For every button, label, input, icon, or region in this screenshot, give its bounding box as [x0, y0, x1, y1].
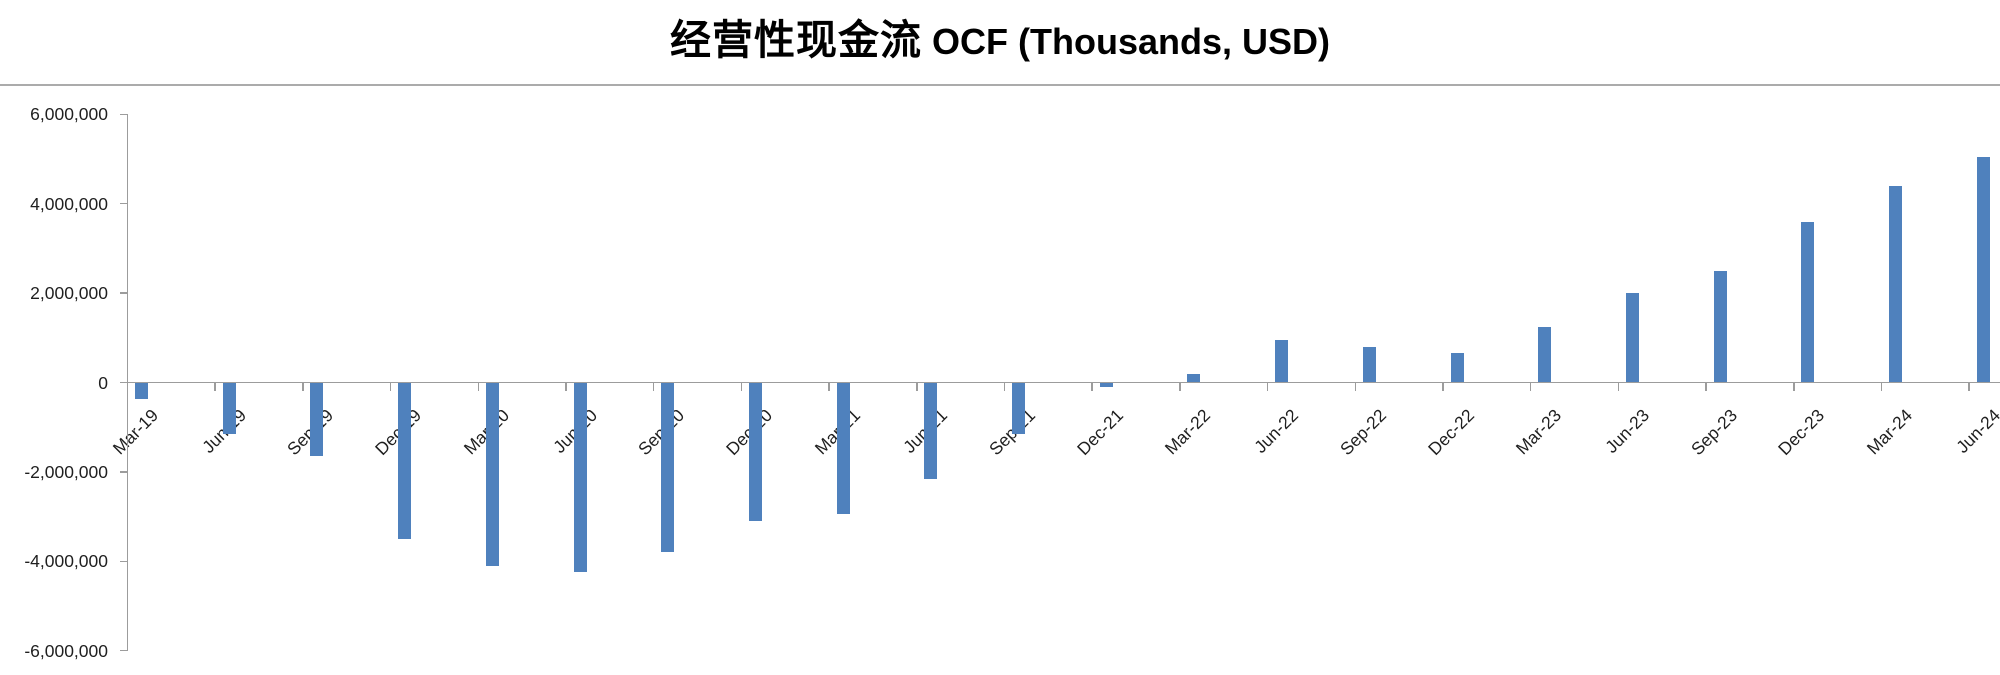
x-axis-label: Dec-21	[1072, 404, 1127, 459]
bar-jun-24	[1976, 156, 1990, 383]
x-axis-label: Sep-21	[947, 405, 1039, 497]
x-axis-tick	[1354, 382, 1357, 391]
y-axis-label: -2,000,000	[24, 461, 108, 482]
x-axis-tick	[1091, 382, 1093, 391]
x-axis-label: Dec-22	[1423, 404, 1478, 459]
x-axis-tick	[828, 382, 830, 391]
y-axis-tick	[119, 649, 128, 652]
y-axis-tick	[119, 471, 128, 473]
y-axis-tick	[119, 292, 128, 294]
bar-dec-21	[1099, 382, 1113, 387]
chart-title-zh: 经营性现金流	[670, 16, 922, 64]
y-axis-tick	[119, 113, 128, 116]
y-axis-label: 0	[98, 372, 108, 393]
x-axis-label: Jun-23	[1601, 404, 1654, 457]
bar-dec-19	[398, 382, 412, 539]
x-axis-tick	[1880, 382, 1883, 391]
x-axis-tick	[1529, 382, 1532, 391]
bar-mar-24	[1889, 185, 1902, 383]
x-axis-tick	[1442, 382, 1444, 391]
x-axis-label: Dec-20	[684, 405, 776, 497]
bar-dec-20	[748, 382, 762, 522]
x-axis-tick	[1968, 382, 1970, 391]
chart-title-latin: OCF (Thousands, USD)	[922, 21, 1330, 62]
y-axis-label: -4,000,000	[24, 551, 108, 572]
x-axis-tick	[1266, 382, 1269, 391]
x-axis-label: Mar-24	[1862, 404, 1917, 458]
bar-sep-19	[310, 382, 324, 457]
bar-sep-23	[1713, 270, 1727, 383]
x-axis-label: Mar-23	[1511, 404, 1566, 458]
chart-title: 经营性现金流 OCF (Thousands, USD)	[0, 6, 2000, 66]
x-axis-label: Jun-21	[860, 405, 951, 497]
y-axis-tick	[119, 381, 128, 384]
x-axis-tick	[740, 382, 743, 391]
x-axis-tick	[565, 382, 567, 391]
x-axis-label: Sep-22	[1335, 404, 1390, 459]
bar-mar-20	[485, 382, 499, 566]
y-axis-label: 2,000,000	[30, 283, 108, 304]
x-axis-label: Jun-20	[509, 405, 601, 497]
x-axis-label: Mar-21	[772, 405, 863, 497]
bar-sep-21	[1012, 382, 1025, 434]
x-axis-label: Sep-19	[246, 405, 337, 497]
x-axis-tick	[1793, 382, 1795, 391]
bar-mar-21	[836, 382, 850, 515]
bar-jun-23	[1625, 293, 1639, 383]
bar-mar-22	[1187, 373, 1201, 383]
bar-jun-22	[1275, 340, 1289, 383]
x-axis-label: Jun-22	[1250, 404, 1303, 457]
x-axis-label: Mar-22	[1161, 404, 1215, 458]
x-axis-tick	[477, 382, 480, 391]
x-axis-tick	[302, 382, 304, 391]
bar-mar-23	[1538, 326, 1552, 383]
bar-jun-20	[573, 382, 587, 573]
bar-mar-19	[135, 382, 148, 400]
y-axis-label: 6,000,000	[30, 104, 108, 125]
y-axis-tick	[119, 202, 128, 205]
bar-dec-22	[1450, 353, 1464, 383]
bar-jun-19	[222, 382, 236, 434]
x-axis-label: Jun-19	[158, 405, 250, 497]
x-axis-tick	[652, 382, 655, 391]
x-axis-label: Mar-19	[108, 404, 163, 458]
x-axis-label: Dec-19	[333, 405, 425, 497]
x-axis-tick	[126, 382, 129, 391]
x-axis-tick	[1003, 382, 1006, 391]
x-axis-line	[127, 381, 2000, 384]
x-axis-tick	[916, 382, 918, 391]
y-axis-tick	[119, 560, 128, 563]
y-axis-label: 4,000,000	[30, 193, 108, 214]
x-axis-label: Jun-24	[1951, 404, 2000, 457]
x-axis-label: Dec-23	[1774, 404, 1829, 459]
x-axis-tick	[389, 382, 392, 391]
x-axis-label: Mar-20	[421, 405, 513, 497]
bar-dec-23	[1801, 221, 1815, 383]
bar-sep-20	[661, 382, 675, 553]
x-axis-tick	[1705, 382, 1707, 391]
x-axis-tick	[1617, 382, 1620, 391]
y-axis-label: -6,000,000	[24, 640, 108, 661]
x-axis-tick	[214, 382, 216, 391]
x-axis-tick	[1179, 382, 1181, 391]
x-axis-label: Sep-23	[1686, 404, 1741, 459]
bar-sep-22	[1362, 346, 1376, 383]
x-axis-label: Sep-20	[596, 405, 688, 497]
bar-jun-21	[924, 382, 938, 479]
title-divider-line	[0, 84, 2000, 86]
